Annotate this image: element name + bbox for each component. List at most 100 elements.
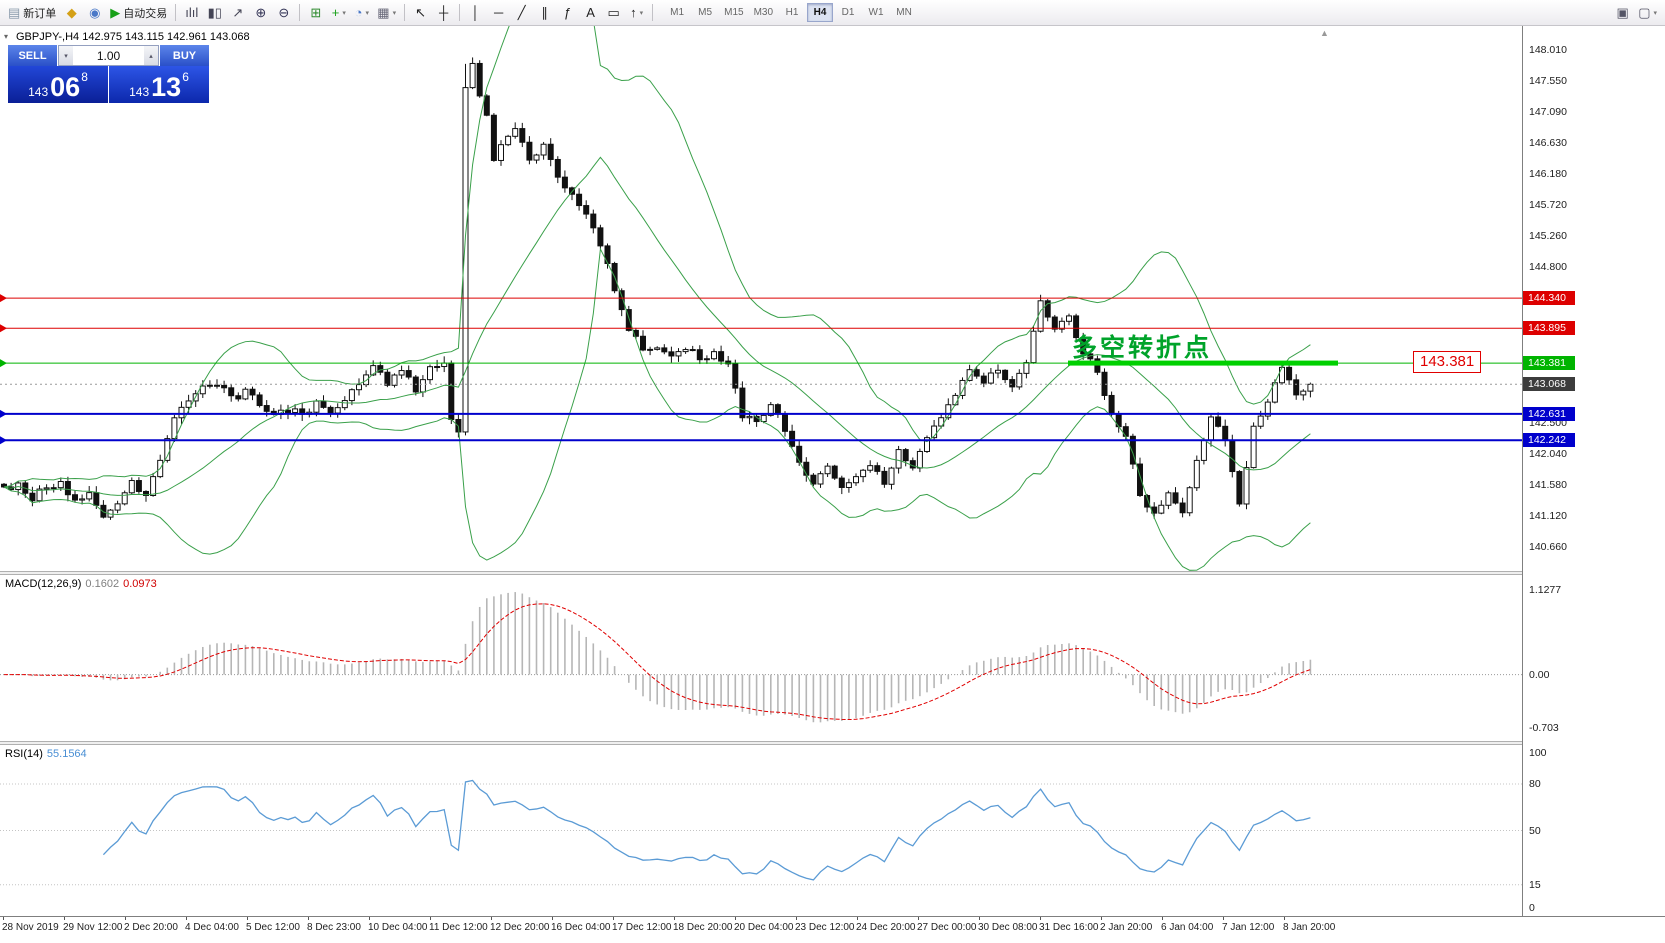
- timeframe-m1-button[interactable]: M1: [670, 7, 685, 18]
- chart-symbol-info: GBPJPY-,H4 142.975 143.115 142.961 143.0…: [16, 31, 250, 43]
- volume-decrement-button[interactable]: ▾: [59, 46, 73, 65]
- buy-button[interactable]: BUY: [160, 45, 209, 66]
- templates-button[interactable]: ▦ ▾: [373, 2, 400, 24]
- autotrading-button[interactable]: ▶ 自动交易: [106, 2, 171, 24]
- timeframe-m15-button[interactable]: M15: [724, 7, 744, 18]
- new-order-button[interactable]: ▤ 新订单: [4, 2, 60, 24]
- channel-tool-button[interactable]: ∥: [533, 2, 556, 24]
- trendline-icon: ╱: [517, 5, 526, 20]
- ask-price[interactable]: 143 13 6: [109, 66, 209, 103]
- trendline-tool-button[interactable]: ╱: [510, 2, 533, 24]
- autotrading-button-label: 自动交易: [123, 7, 168, 20]
- time-tick-label: 16 Dec 04:00: [551, 922, 611, 933]
- price-tick-label: 146.180: [1529, 167, 1567, 180]
- rsi-tick-label: 100: [1529, 747, 1547, 759]
- zoom-out-button[interactable]: ⊖: [272, 2, 295, 24]
- rsi-title-text: RSI(14): [5, 748, 43, 760]
- crosshair-tool-button[interactable]: ┼: [432, 2, 455, 24]
- price-level-label[interactable]: 143.381: [1413, 351, 1482, 373]
- vertical-line-tool-button[interactable]: │: [464, 2, 487, 24]
- market-watch-button[interactable]: ◉: [83, 2, 106, 24]
- new-chart-button[interactable]: ▣: [1611, 2, 1634, 24]
- timeframe-toolbar: M1 M5 M15 M30 H1 H4 D1 W1 MN: [663, 3, 918, 22]
- zoom-in-button[interactable]: ⊕: [249, 2, 272, 24]
- chart-windows-icon: ▢: [1638, 5, 1651, 20]
- fibonacci-icon: ƒ: [563, 5, 572, 20]
- main-chart-canvas[interactable]: [0, 26, 1522, 571]
- periods-button[interactable]: ◔ ▾: [350, 2, 373, 24]
- rsi-tick-label: 80: [1529, 778, 1541, 790]
- bar-chart-icon: ılıl: [185, 5, 199, 20]
- price-axis[interactable]: 148.010 147.550 147.090 146.630 146.180 145.7…: [1522, 26, 1665, 916]
- timeframe-h4-button[interactable]: H4: [807, 3, 834, 22]
- price-tick-label: 147.550: [1529, 74, 1567, 87]
- volume-field[interactable]: ▾ 1.00 ▴: [58, 45, 159, 66]
- time-tick-label: 2 Jan 20:00: [1100, 922, 1153, 933]
- macd-indicator-label: MACD(12,26,9) 0.1602 0.0973: [5, 578, 157, 590]
- volume-increment-button[interactable]: ▴: [144, 46, 158, 65]
- label-tool-button[interactable]: ▭: [602, 2, 625, 24]
- ask-integer: 143: [129, 84, 150, 99]
- one-click-toggle-icon[interactable]: ▾: [4, 32, 9, 41]
- timeframe-d1-button[interactable]: D1: [841, 7, 855, 18]
- timeframe-mn-button[interactable]: MN: [896, 7, 912, 18]
- dropdown-arrow-icon: ▾: [639, 9, 644, 17]
- rsi-tick-label: 0: [1529, 902, 1535, 914]
- order-form-icon: ▤: [8, 5, 21, 20]
- new-order-button-label: 新订单: [23, 7, 57, 20]
- autotrading-play-icon: ▶: [110, 5, 121, 20]
- chart-annotation-text[interactable]: 多空转折点: [1072, 334, 1213, 362]
- price-tick-label: 147.090: [1529, 105, 1567, 118]
- arrow-objects-button[interactable]: ↑ ▾: [625, 2, 648, 24]
- bar-chart-type-button[interactable]: ılıl: [180, 2, 203, 24]
- timeframe-w1-button[interactable]: W1: [868, 7, 884, 18]
- volume-value[interactable]: 1.00: [96, 48, 121, 63]
- bid-price[interactable]: 143 06 8: [8, 66, 108, 103]
- bid-integer: 143: [28, 84, 49, 99]
- text-tool-button[interactable]: A: [579, 2, 602, 24]
- horizontal-line-tool-button[interactable]: ─: [487, 2, 510, 24]
- rsi-panel-canvas[interactable]: [0, 745, 1522, 916]
- toolbar: ▤ 新订单 ◆ ◉ ▶ 自动交易 ılıl ▮▯ ↗ ⊕ ⊖ ⊞ + ▾ ◔ ▾ ▦ ▾ ↖ ┼ │ ─ ╱ ∥ ƒ A ▭ ↑ ▾ M1…: [0, 0, 1665, 26]
- pivot-highlight-segment: [1068, 360, 1338, 366]
- macd-panel-canvas[interactable]: [0, 575, 1522, 741]
- toolbar-separator: [652, 4, 654, 21]
- rsi-tick-label: 15: [1529, 878, 1541, 891]
- price-tick-label: 146.630: [1529, 137, 1567, 150]
- toolbar-separator: [404, 4, 406, 21]
- line-chart-type-button[interactable]: ↗: [226, 2, 249, 24]
- fibonacci-tool-button[interactable]: ƒ: [556, 2, 579, 24]
- arrow-objects-icon: ↑: [630, 5, 637, 20]
- panel-splitter-rsi[interactable]: [0, 741, 1665, 745]
- rsi-indicator-label: RSI(14) 55.1564: [5, 748, 87, 760]
- sell-button[interactable]: SELL: [8, 45, 57, 66]
- metaeditor-button[interactable]: ◆: [60, 2, 83, 24]
- time-axis[interactable]: 28 Nov 2019 29 Nov 12:00 2 Dec 20:00 4 Dec …: [0, 916, 1665, 943]
- chart-windows-button[interactable]: ▢ ▾: [1634, 2, 1661, 24]
- timeframe-h1-button[interactable]: H1: [785, 7, 799, 18]
- cursor-tool-button[interactable]: ↖: [409, 2, 432, 24]
- time-tick-label: 18 Dec 20:00: [673, 922, 733, 933]
- price-tick-label: 142.040: [1529, 447, 1567, 460]
- tile-windows-button[interactable]: ⊞: [304, 2, 327, 24]
- timeframe-m30-button[interactable]: M30: [753, 7, 774, 18]
- time-tick: [186, 917, 187, 920]
- time-tick-label: 4 Dec 04:00: [185, 922, 239, 933]
- vertical-line-icon: │: [471, 5, 480, 20]
- label-icon: ▭: [607, 5, 620, 20]
- support-upper-marker: [0, 409, 7, 418]
- timeframe-m5-button[interactable]: M5: [698, 7, 713, 18]
- candlestick-chart-type-button[interactable]: ▮▯: [203, 2, 226, 24]
- time-tick: [247, 917, 248, 920]
- macd-title-text: MACD(12,26,9): [5, 578, 82, 590]
- resistance-lower-marker: [0, 324, 7, 333]
- horizontal-line-icon: ─: [494, 5, 504, 20]
- time-tick-label: 31 Dec 16:00: [1039, 922, 1099, 933]
- bollinger-lower-line: [3, 247, 1311, 571]
- time-tick-label: 12 Dec 20:00: [490, 922, 550, 933]
- indicators-button[interactable]: + ▾: [327, 2, 350, 24]
- chart-window[interactable]: 148.010 147.550 147.090 146.630 146.180 145.7…: [0, 26, 1665, 943]
- panel-splitter-macd[interactable]: [0, 571, 1665, 575]
- bollinger-upper-line: [3, 26, 1311, 488]
